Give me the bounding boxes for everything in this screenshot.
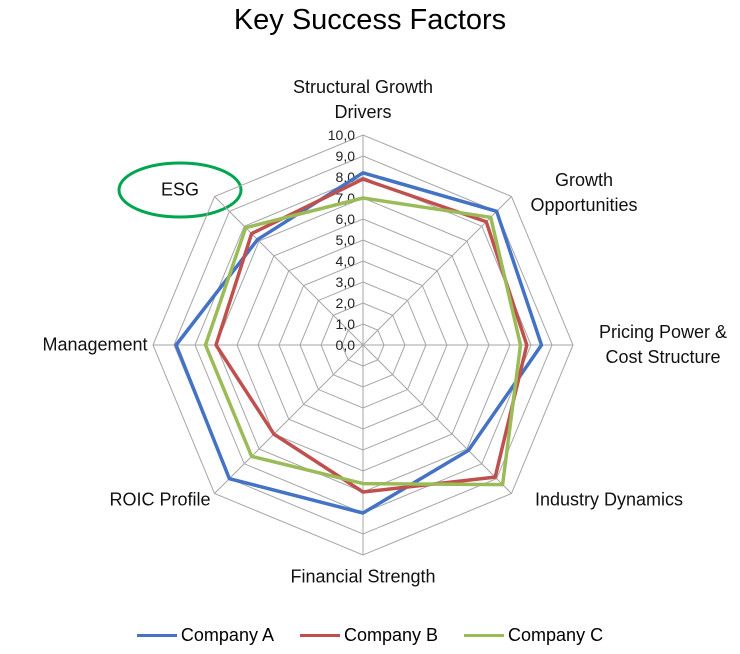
- y-tick-label: 1,0: [336, 316, 356, 332]
- axis-label: Financial Strength: [290, 566, 436, 587]
- legend-swatch: [299, 634, 340, 637]
- y-tick-label: 0,0: [336, 337, 356, 353]
- y-tick-label: 4,0: [336, 253, 356, 269]
- legend-label: Company C: [508, 625, 604, 645]
- legend: Company A Company B Company C: [0, 625, 740, 646]
- spoke: [362, 344, 512, 494]
- y-tick-label: 2,0: [336, 295, 356, 311]
- chart-title: Key Success Factors: [233, 4, 507, 36]
- axis-label: Management: [42, 334, 148, 355]
- highlight-circle: [117, 161, 243, 219]
- axis-label: Growth Opportunities: [530, 170, 638, 215]
- legend-item: Company C: [464, 625, 603, 646]
- series-line: [203, 196, 523, 487]
- legend-label: Company A: [180, 625, 274, 645]
- spoke: [214, 344, 364, 494]
- y-tick-label: 10,0: [328, 127, 355, 143]
- legend-swatch: [136, 634, 177, 637]
- legend-item: Company B: [299, 625, 439, 646]
- legend-label: Company B: [343, 625, 439, 645]
- legend-swatch: [464, 634, 505, 637]
- y-tick-label: 5,0: [336, 232, 356, 248]
- axis-label: Pricing Power & Cost Structure: [598, 322, 728, 367]
- legend-item: Company A: [136, 625, 274, 646]
- axis-label: ROIC Profile: [109, 489, 211, 510]
- y-tick-label: 9,0: [336, 148, 356, 164]
- axis-label: Industry Dynamics: [534, 489, 684, 510]
- y-tick-label: 6,0: [336, 211, 356, 227]
- axis-label: ESG: [160, 179, 199, 200]
- axis-label: Structural Growth Drivers: [292, 77, 434, 122]
- spoke: [214, 196, 364, 346]
- y-tick-label: 3,0: [336, 274, 356, 290]
